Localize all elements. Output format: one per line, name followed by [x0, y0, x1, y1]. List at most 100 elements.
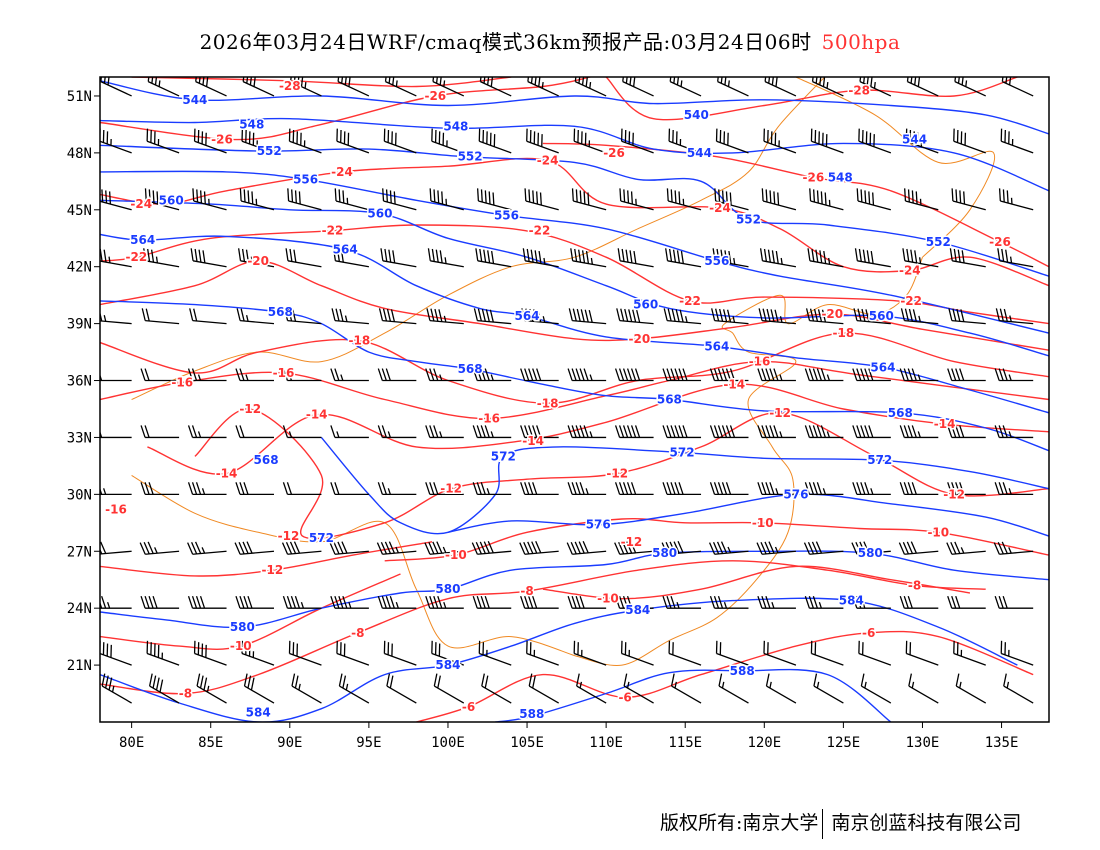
barb-staff: [526, 140, 559, 154]
barb-staff: [718, 685, 749, 704]
barb-feather: [521, 308, 526, 321]
barb-feather: [439, 250, 443, 263]
barb-feather: [239, 482, 245, 495]
barb-feather: [907, 595, 913, 609]
wind-barb: [908, 673, 939, 704]
barb-feather: [711, 308, 716, 321]
barb-staff: [526, 652, 559, 666]
y-tick-label: 21N: [67, 658, 92, 674]
barb-staff: [527, 81, 559, 97]
temperature-contour: [100, 541, 433, 577]
wind-barbs: [96, 77, 1034, 704]
height-label: 568: [268, 305, 293, 319]
barb-feather: [193, 308, 198, 322]
barb-half-feather: [387, 488, 391, 495]
barb-feather: [633, 250, 637, 264]
wind-barb: [804, 482, 844, 496]
barb-staff: [383, 200, 417, 211]
wind-barb: [241, 128, 275, 154]
barb-feather: [571, 368, 577, 381]
barb-staff: [576, 685, 607, 704]
barb-feather: [568, 308, 573, 321]
barb-feather: [483, 249, 487, 263]
barb-feather: [961, 77, 964, 86]
wind-barb: [520, 368, 559, 382]
barb-staff: [335, 200, 370, 211]
barb-feather: [483, 541, 490, 554]
wind-barb: [376, 541, 417, 555]
barb-staff: [290, 81, 322, 97]
wind-barb: [902, 248, 939, 268]
barb-staff: [668, 652, 702, 666]
barb-feather: [860, 482, 866, 495]
barb-feather: [865, 309, 870, 322]
barb-feather: [804, 482, 811, 495]
barb-staff: [195, 81, 227, 97]
temperature-label: -24: [331, 165, 353, 179]
barb-staff: [856, 550, 891, 555]
barb-feather: [195, 482, 202, 495]
barb-feather: [720, 541, 728, 554]
barb-feather: [525, 308, 530, 322]
barb-staff: [289, 652, 322, 666]
map-title: 2026年03月24日WRF/cmaq模式36km预报产品:03月24日06时 5…: [0, 26, 1100, 55]
y-tick-label: 45N: [67, 203, 92, 219]
barb-feather: [195, 77, 197, 82]
barb-staff: [667, 550, 702, 555]
barb-feather: [96, 248, 98, 261]
barb-feather: [757, 368, 763, 381]
barb-feather: [381, 482, 387, 495]
barb-feather: [816, 368, 823, 381]
barb-feather: [618, 425, 625, 438]
barb-feather: [570, 248, 574, 261]
wind-barb: [426, 308, 464, 325]
barb-feather: [538, 77, 541, 87]
barb-staff: [287, 260, 322, 268]
barb-feather: [147, 248, 151, 262]
height-contours: [100, 80, 1049, 722]
barb-staff: [620, 200, 654, 211]
barb-feather: [947, 368, 953, 381]
barb-feather: [472, 595, 478, 609]
barb-feather: [535, 540, 542, 554]
barb-half-feather: [676, 601, 680, 609]
barb-feather: [808, 595, 815, 609]
barb-feather: [682, 368, 688, 381]
barb-feather: [1002, 368, 1008, 381]
barb-feather: [858, 248, 862, 262]
barb-staff: [287, 550, 322, 555]
barb-feather: [245, 249, 250, 263]
height-label: 576: [783, 487, 808, 501]
height-label: 544: [687, 146, 712, 160]
barb-feather: [993, 542, 1000, 555]
barb-feather: [773, 425, 779, 438]
wind-barb: [568, 308, 607, 325]
temperature-label: -16: [273, 366, 295, 380]
barb-half-feather: [155, 256, 159, 263]
barb-half-feather: [769, 681, 772, 689]
barb-feather: [187, 595, 194, 609]
barb-feather: [425, 425, 431, 438]
barb-feather: [532, 482, 538, 495]
barb-staff: [479, 652, 512, 666]
barb-feather: [915, 191, 918, 205]
height-label: 556: [704, 254, 729, 268]
barb-feather: [429, 188, 432, 202]
barb-feather: [773, 368, 779, 381]
barb-feather: [622, 77, 624, 82]
wind-barb: [338, 673, 370, 704]
barb-feather: [951, 188, 954, 202]
height-contour: [100, 170, 1049, 334]
barb-feather: [436, 541, 443, 554]
barb-feather: [337, 541, 344, 554]
barb-half-feather: [443, 315, 447, 323]
barb-feather: [437, 675, 441, 689]
wind-barb: [714, 188, 749, 211]
barb-feather: [330, 595, 336, 609]
barb-feather: [205, 77, 209, 87]
barb-feather: [533, 309, 538, 322]
temperature-label: -12: [943, 487, 965, 501]
barb-feather: [203, 191, 206, 205]
barb-feather: [761, 188, 764, 202]
barb-half-feather: [201, 547, 206, 554]
